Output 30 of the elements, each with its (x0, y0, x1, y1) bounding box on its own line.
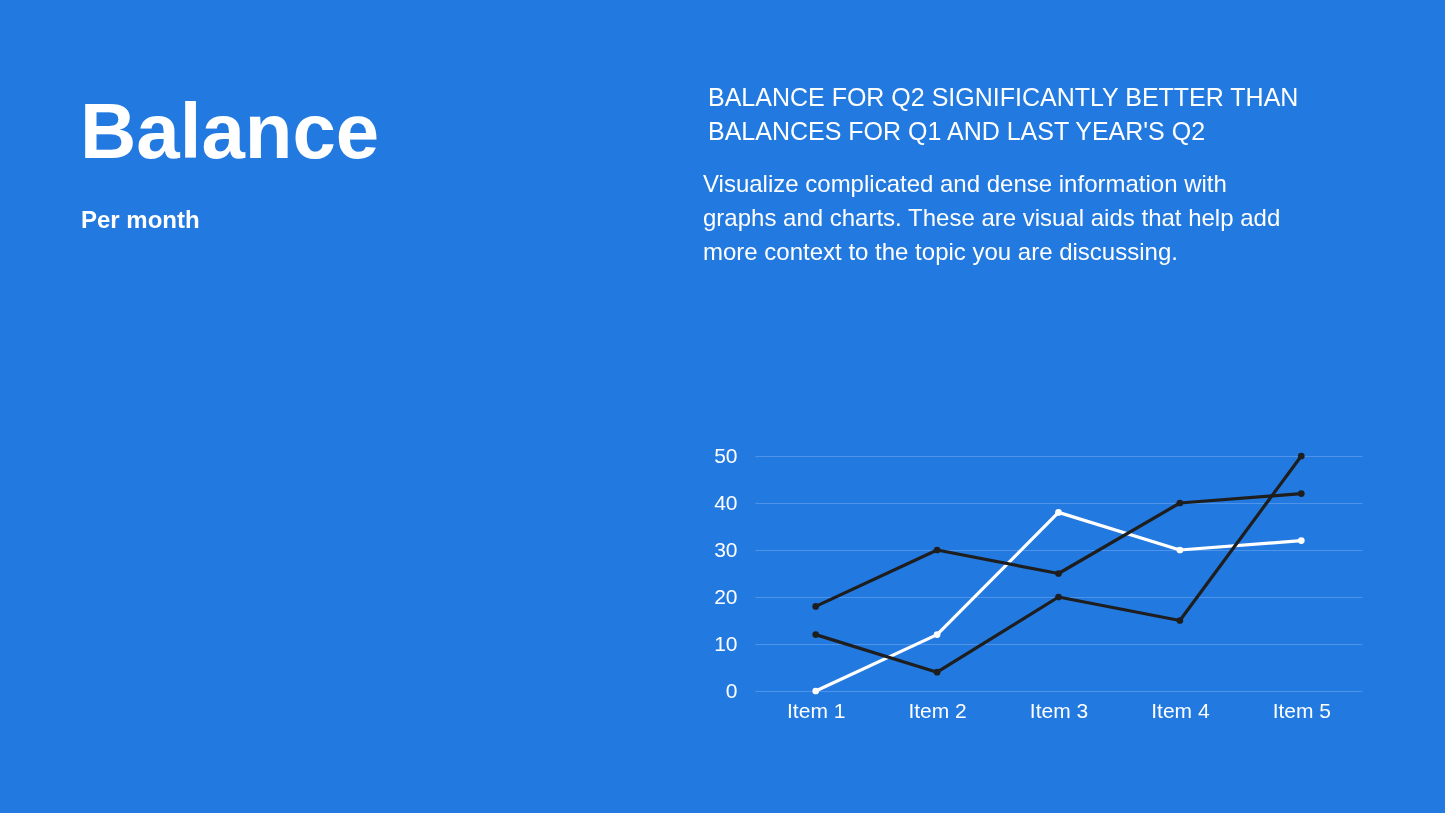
point (812, 603, 820, 610)
x-tick-label: Item 5 (1272, 698, 1331, 722)
point (1055, 509, 1062, 516)
text: Visualize complicated and dense information with graphs and charts. These are visual aids that help add more context to the topic you are discussing. (703, 170, 1281, 265)
x-tick-label: Item 1 (787, 698, 846, 722)
point (933, 631, 941, 638)
x-tick-label: Item 3 (1029, 698, 1089, 722)
text: Per month (81, 206, 200, 233)
point (812, 631, 820, 638)
x-tick-label: Item 4 (1151, 698, 1210, 722)
y-tick-label: 50 (714, 443, 738, 467)
y-tick-label: 10 (714, 631, 738, 655)
point (1297, 537, 1305, 544)
point (1176, 617, 1184, 624)
point (1055, 570, 1062, 577)
chart-title: Balance (80, 87, 380, 175)
point (1297, 452, 1305, 460)
y-tick-label: 40 (714, 490, 738, 514)
y-tick-label: 30 (714, 537, 738, 561)
y-tick-label: 0 (725, 678, 738, 702)
point (1055, 593, 1062, 601)
point (1297, 490, 1305, 497)
point (812, 687, 820, 695)
point (1176, 499, 1184, 507)
point (933, 546, 941, 554)
x-tick-label: Item 2 (908, 698, 967, 722)
y-tick-label: 20 (714, 584, 738, 608)
point (933, 668, 941, 676)
text: BALANCE FOR Q2 SIGNIFICANTLY BETTER THAN BALANCES FOR Q1 AND LAST YEAR'S Q2 (708, 83, 1299, 145)
point (1176, 546, 1184, 554)
